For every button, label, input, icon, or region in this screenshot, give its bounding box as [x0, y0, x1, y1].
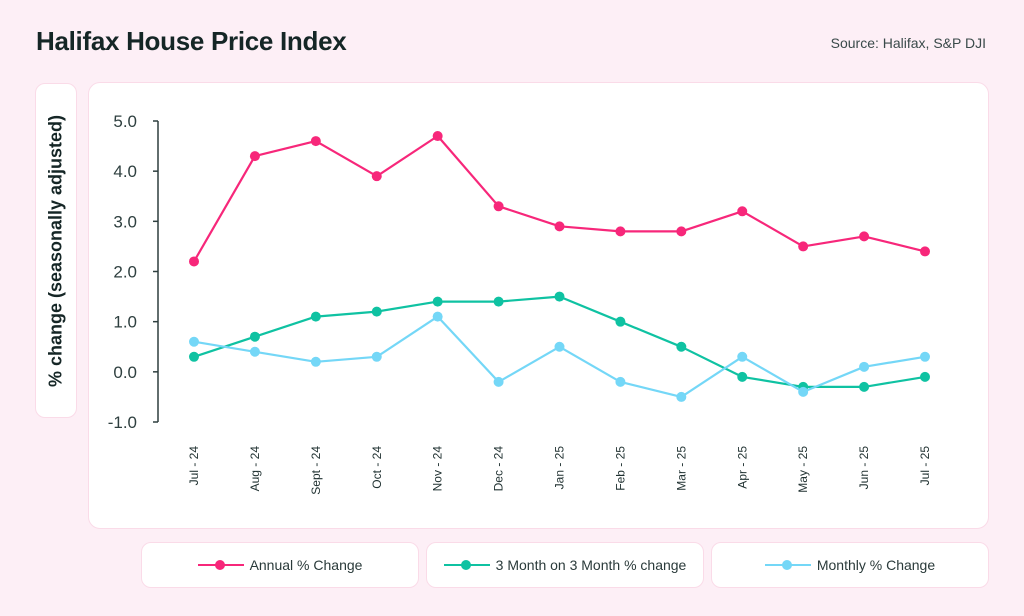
data-point-three_month — [189, 351, 199, 362]
x-tick-label: Jun - 25 — [857, 446, 871, 490]
data-point-monthly — [249, 346, 260, 357]
data-point-monthly — [920, 351, 930, 362]
data-point-three_month — [249, 331, 260, 342]
legend-label: 3 Month on 3 Month % change — [495, 557, 687, 573]
x-tick-label: Jan - 25 — [553, 446, 567, 490]
data-point-monthly — [310, 356, 321, 367]
chart-card — [88, 82, 989, 529]
x-tick-label: Sept - 24 — [309, 446, 323, 495]
data-point-annual — [371, 171, 382, 182]
y-tick-label: 0.0 — [113, 363, 137, 382]
x-tick-label: Aug - 24 — [248, 446, 262, 492]
data-point-three_month — [615, 316, 626, 327]
data-point-monthly — [189, 336, 199, 347]
x-tick-label: Mar - 25 — [674, 446, 688, 491]
data-point-annual — [798, 241, 809, 252]
data-point-monthly — [554, 341, 565, 352]
legend-marker-icon — [197, 559, 244, 571]
x-tick-label: Feb - 25 — [613, 446, 627, 491]
data-point-monthly — [676, 391, 687, 402]
data-point-three_month — [554, 291, 565, 302]
data-point-annual — [493, 201, 504, 212]
y-tick-label: 4.0 — [113, 162, 137, 181]
data-point-three_month — [310, 311, 321, 322]
y-tick-label: 2.0 — [113, 263, 137, 282]
data-point-three_month — [493, 296, 504, 307]
x-tick-label: Jul - 25 — [918, 446, 932, 486]
y-tick-label: 5.0 — [113, 112, 137, 131]
legend-marker-icon — [764, 559, 811, 571]
data-point-three_month — [371, 306, 382, 317]
legend-item-annual[interactable]: Annual % Change — [141, 542, 419, 588]
x-tick-label: Nov - 24 — [431, 446, 445, 492]
data-point-three_month — [920, 371, 930, 382]
data-point-monthly — [371, 351, 382, 362]
data-point-annual — [859, 231, 870, 242]
y-tick-label: 3.0 — [113, 212, 137, 231]
data-point-annual — [249, 151, 260, 162]
data-point-annual — [554, 221, 565, 232]
data-point-three_month — [859, 381, 870, 392]
data-point-three_month — [737, 371, 748, 382]
y-tick-label: -1.0 — [108, 413, 137, 432]
x-tick-label: Jul - 24 — [187, 446, 201, 486]
data-point-monthly — [737, 351, 748, 362]
x-tick-label: May - 25 — [796, 446, 810, 493]
legend-label: Monthly % Change — [816, 557, 936, 573]
data-point-annual — [310, 136, 321, 147]
data-point-annual — [432, 131, 443, 142]
x-tick-label: Oct - 24 — [370, 446, 384, 489]
series-line-monthly — [193, 315, 926, 398]
data-point-monthly — [493, 376, 504, 387]
data-point-monthly — [615, 376, 626, 387]
data-point-monthly — [432, 311, 443, 322]
data-point-annual — [737, 206, 748, 217]
data-point-annual — [920, 246, 930, 257]
legend-item-monthly[interactable]: Monthly % Change — [711, 542, 989, 588]
data-point-three_month — [676, 341, 687, 352]
x-tick-label: Dec - 24 — [492, 446, 506, 492]
x-tick-label: Apr - 25 — [735, 446, 749, 489]
data-point-monthly — [859, 361, 870, 372]
source-note: Source: Halifax, S&P DJI — [830, 35, 986, 51]
data-point-annual — [615, 226, 626, 237]
data-point-annual — [189, 256, 199, 267]
series-line-annual — [193, 134, 926, 263]
y-tick-label: 1.0 — [113, 313, 137, 332]
data-point-three_month — [432, 296, 443, 307]
legend-marker-icon — [443, 559, 490, 571]
data-point-monthly — [798, 386, 809, 397]
data-point-annual — [676, 226, 687, 237]
chart-title: Halifax House Price Index — [36, 26, 347, 56]
legend-label: Annual % Change — [249, 557, 363, 573]
y-axis-label-card: % change (seasonally adjusted) — [35, 83, 77, 418]
legend-item-3-month[interactable]: 3 Month on 3 Month % change — [426, 542, 704, 588]
